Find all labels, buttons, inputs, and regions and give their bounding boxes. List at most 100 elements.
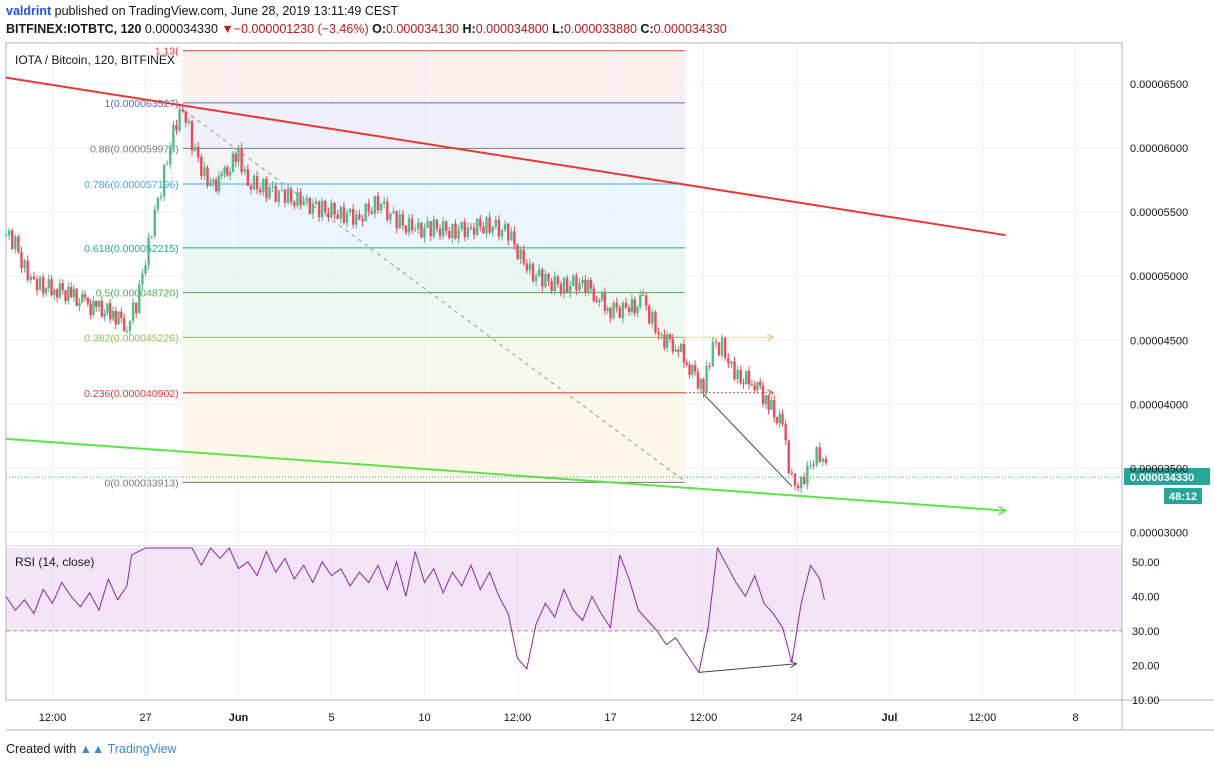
price-tick-label: 0.00003500 [1130, 463, 1188, 475]
candle-body [657, 332, 660, 335]
fib-zone [182, 50, 685, 103]
candle-body [609, 308, 612, 319]
candle-body [50, 279, 53, 296]
candle-body [333, 202, 336, 215]
published-text: published on TradingView.com, June 28, 2… [54, 4, 399, 18]
open-label: O: [372, 22, 386, 36]
candle-body [184, 111, 187, 123]
candle-body [633, 299, 636, 313]
candle-body [162, 164, 166, 197]
candle-body [507, 223, 510, 241]
candle-body [778, 413, 781, 424]
candle-body [352, 208, 355, 225]
candle-body [538, 269, 541, 277]
candle-body [4, 235, 8, 237]
candle-body [469, 227, 473, 229]
candle-body [89, 303, 92, 315]
fib-zone [182, 392, 685, 483]
chart-title: IOTA / Bitcoin, 120, BITFINEX [15, 53, 175, 67]
candle-body [355, 214, 358, 225]
candle-body [153, 209, 156, 237]
candle-body [42, 276, 45, 294]
candle-body [172, 124, 175, 148]
candle-body [556, 276, 559, 284]
candle-body [809, 464, 812, 466]
candle-body [81, 294, 84, 303]
candle-body [342, 206, 346, 223]
candle-body [55, 289, 59, 298]
candle-body [630, 299, 634, 312]
price-tick-label: 0.00004000 [1130, 399, 1188, 411]
candle-body [799, 476, 803, 489]
time-tick-label: 17 [604, 712, 616, 724]
projection-arrowhead [767, 333, 775, 341]
candle-body [784, 423, 787, 441]
candle-body [457, 229, 460, 239]
candle-body [615, 302, 618, 308]
tradingview-logo-icon[interactable]: ▲▲ [79, 742, 105, 756]
candle-body [7, 230, 11, 236]
candle-body [708, 365, 711, 367]
candle-body [103, 313, 106, 317]
candle-body [621, 302, 625, 319]
candle-body [197, 146, 200, 157]
candle-body [463, 221, 466, 237]
rsi-tick-label: 30.00 [1132, 626, 1160, 638]
candle-body [454, 223, 457, 239]
candle-body [559, 283, 563, 294]
candle-body [38, 276, 42, 291]
candle-body [699, 378, 702, 389]
candle-body [641, 294, 645, 296]
candle-body [327, 212, 330, 218]
candle-body [756, 381, 759, 391]
candle-body [404, 225, 408, 233]
candle-body [553, 276, 556, 292]
candle-body [685, 362, 688, 365]
candle-body [386, 201, 389, 220]
candle-body [547, 274, 550, 282]
candle-body [214, 179, 218, 192]
candle-body [772, 400, 776, 418]
candle-body [111, 310, 115, 320]
candle-body [491, 226, 494, 233]
rsi-line [5, 546, 825, 674]
candle-body [668, 334, 672, 339]
candle-body [61, 283, 64, 291]
candle-body [181, 109, 184, 112]
candle-body [624, 302, 628, 308]
author-name[interactable]: valdrint [6, 4, 52, 18]
fib-level-label: 1.13( [155, 46, 179, 58]
candle-body [682, 343, 686, 363]
candle-body [20, 252, 23, 269]
candle-body [584, 279, 587, 293]
candle-body [730, 361, 733, 364]
symbol-info: BITFINEX:IOTBTC, 120 0.000034330 ▼−0.000… [6, 22, 727, 36]
rsi-divergence-arrowhead [789, 660, 798, 669]
candle-body [569, 285, 572, 293]
fib-zone [182, 247, 685, 293]
candle-body [660, 334, 663, 336]
candle-body [494, 219, 497, 227]
low-label: L: [552, 22, 564, 36]
candle-body [525, 263, 528, 271]
candle-body [29, 276, 32, 280]
fib-zone [182, 102, 685, 149]
candle-body [100, 300, 103, 317]
fib-level-label: 0.382(0.000045226) [84, 332, 179, 344]
candle-body [435, 219, 439, 229]
candle-body [745, 370, 748, 384]
fib-zone [182, 337, 685, 393]
price-tick-label: 0.00006000 [1130, 143, 1188, 155]
candle-body [246, 169, 249, 186]
candle-body [528, 263, 532, 271]
candle-body [243, 169, 246, 172]
candle-body [482, 226, 485, 234]
candle-body [586, 279, 590, 293]
candle-body [674, 349, 677, 352]
candle-body [815, 447, 818, 466]
candle-body [358, 214, 361, 220]
candle-body [733, 361, 736, 380]
tradingview-brand[interactable]: TradingView [107, 742, 177, 756]
candle-body [639, 294, 642, 308]
